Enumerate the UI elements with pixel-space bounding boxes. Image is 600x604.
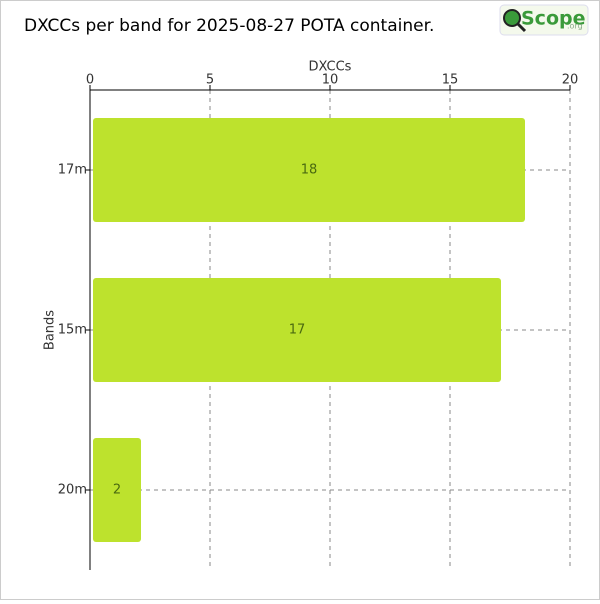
x-tick-label: 20 [562,73,579,88]
x-axis-label: DXCCs [309,60,352,75]
bar [93,438,141,542]
x-tick-label: 15 [442,73,459,88]
data-label: 18 [301,163,318,178]
x-tick-label: 0 [86,73,94,88]
y-tick-label: 20m [58,483,87,498]
chart-title: DXCCs per band for 2025-08-27 POTA conta… [24,16,434,36]
x-tick-label: 5 [206,73,214,88]
y-tick-label: 17m [58,163,87,178]
bar [93,118,525,222]
x-tick-label: 10 [322,73,339,88]
data-label: 17 [289,323,306,338]
y-tick-label: 15m [58,323,87,338]
logo-handle [516,22,527,33]
data-label: 2 [113,483,121,498]
logo: Scope .org [499,4,589,36]
logo-text: Scope [521,8,586,30]
bar [93,278,501,382]
logo-suffix: .org [567,22,583,31]
y-axis-label: Bands [43,310,58,350]
logo-icon [503,9,521,27]
